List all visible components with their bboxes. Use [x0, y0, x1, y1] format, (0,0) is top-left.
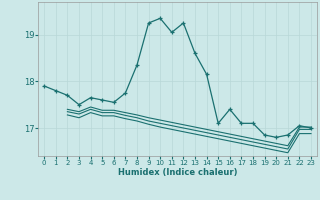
X-axis label: Humidex (Indice chaleur): Humidex (Indice chaleur)	[118, 168, 237, 177]
